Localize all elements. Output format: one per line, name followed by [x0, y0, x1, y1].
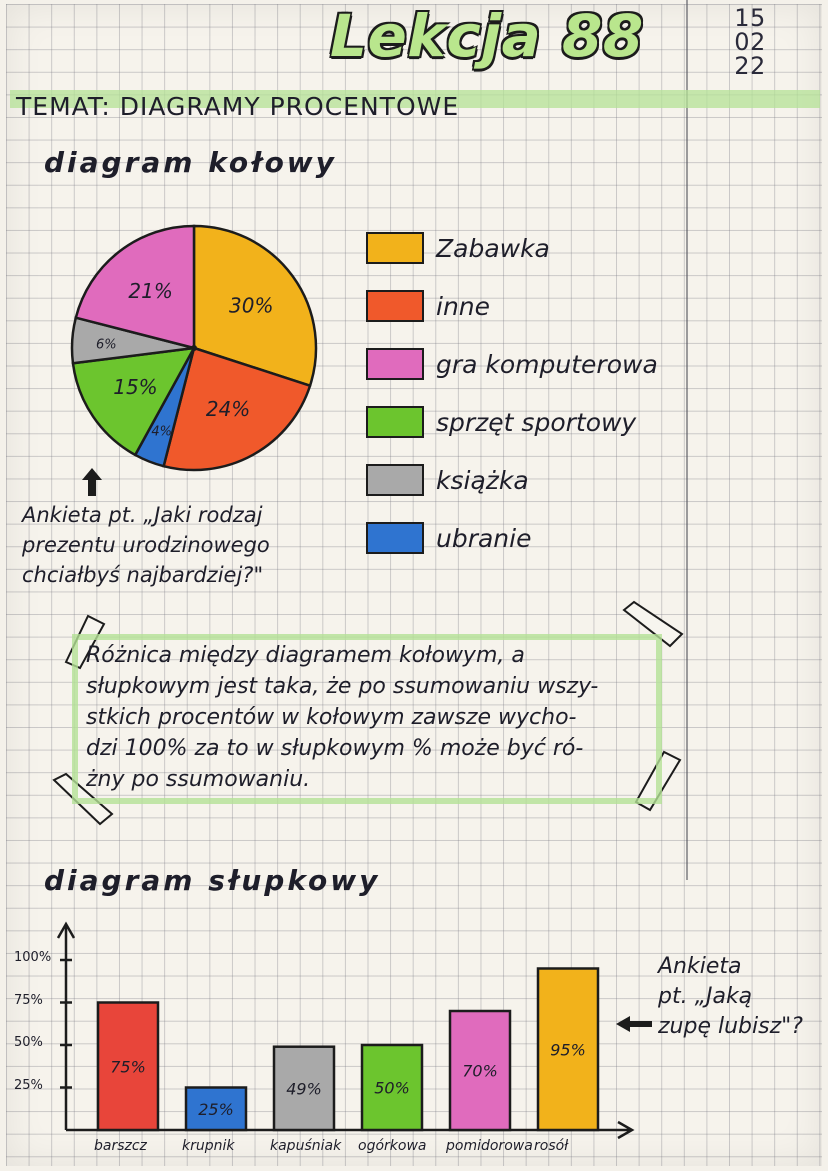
pie-slice-label: 21% — [128, 279, 172, 303]
legend-item: sprzęt sportowy — [366, 406, 636, 438]
pie-slice-label: 24% — [206, 397, 250, 421]
pie-chart: 30% 24% 4% 15% 6% 21% — [70, 224, 318, 472]
legend-swatch — [366, 406, 424, 438]
bar-ogórkowa — [360, 1043, 424, 1132]
pie-slice-label: 30% — [229, 293, 273, 317]
bar-category-label: pomidorowa — [446, 1138, 533, 1154]
legend-swatch — [366, 348, 424, 380]
pie-slice-label: 15% — [113, 375, 157, 399]
bar-survey-line: pt. „Jaką — [658, 984, 753, 1009]
pie-slice-inne — [162, 346, 312, 472]
legend-label: sprzęt sportowy — [436, 407, 637, 437]
legend-label: Zabawka — [436, 233, 550, 263]
bar-value-label: 95% — [550, 1040, 586, 1059]
legend-label: ubranie — [436, 523, 532, 553]
legend-swatch — [366, 522, 424, 554]
bar-survey-line: Ankieta — [658, 954, 742, 979]
lesson-date: 15 02 22 — [722, 6, 778, 78]
bar-kapuśniak — [272, 1045, 336, 1132]
bar-survey-caption: Ankieta pt. „Jaką zupę lubisz"? — [658, 952, 803, 1042]
note-line: słupkowym jest taka, że po ssumowaniu ws… — [86, 674, 599, 699]
pie-survey-line: chciałbyś najbardziej?" — [22, 563, 264, 587]
comparison-note: Różnica między diagramem kołowym, a słup… — [86, 640, 656, 795]
bar-category-label: rosół — [534, 1138, 569, 1154]
pie-section-heading: diagram kołowy — [44, 146, 337, 179]
bar-section-heading: diagram słupkowy — [44, 864, 381, 897]
pie-slice-Zabawka — [192, 224, 318, 388]
bar-pomidorowa — [448, 1009, 512, 1132]
bar-value-label: 50% — [374, 1079, 410, 1098]
legend-swatch — [366, 232, 424, 264]
bar-category-label: barszcz — [94, 1138, 147, 1154]
note-line: żny po ssumowaniu. — [86, 767, 311, 792]
legend-label: książka — [436, 465, 529, 495]
pie-slice-sprzęt-sportowy — [71, 346, 197, 457]
bar-category-label: krupnik — [182, 1138, 235, 1154]
note-line: dzi 100% za to w słupkowym % może być ró… — [86, 736, 584, 761]
y-tick-label: 100% — [14, 950, 52, 965]
bar-rosół — [536, 967, 600, 1132]
pie-survey-line: Ankieta pt. „Jaki rodzaj — [22, 503, 263, 527]
legend-item: książka — [366, 464, 529, 496]
legend-swatch — [366, 290, 424, 322]
arrow-left-icon — [616, 1016, 652, 1032]
margin-line — [686, 0, 688, 880]
pie-heading-text: diagram kołowy — [44, 146, 337, 179]
pie-center — [191, 345, 197, 351]
lesson-title: Lekcja 88 — [330, 2, 644, 70]
date-year: 22 — [734, 52, 766, 80]
date-day: 15 — [734, 4, 766, 32]
legend-item: gra komputerowa — [366, 348, 658, 380]
note-line: stkich procentów w kołowym zawsze wycho- — [86, 705, 577, 730]
legend-swatch — [366, 464, 424, 496]
y-tick-label: 50% — [14, 1035, 43, 1050]
arrow-up-icon — [82, 468, 102, 496]
legend-item: ubranie — [366, 522, 531, 554]
pie-slice-label: 4% — [151, 425, 172, 440]
bar-value-label: 49% — [286, 1079, 322, 1098]
note-frame — [72, 634, 662, 804]
bar-heading-text: diagram słupkowy — [44, 864, 381, 897]
y-tick-label: 75% — [14, 992, 43, 1008]
bar-value-label: 75% — [110, 1057, 146, 1076]
pie-survey-caption: Ankieta pt. „Jaki rodzaj prezentu urodzi… — [22, 500, 270, 590]
legend-label: gra komputerowa — [436, 349, 658, 379]
y-tick-label: 25% — [14, 1077, 43, 1093]
legend-item: inne — [366, 290, 490, 322]
pie-slice-gra-komputerowa — [74, 224, 196, 350]
bar-category-label: ogórkowa — [358, 1138, 427, 1154]
legend-label: inne — [436, 291, 491, 321]
topic-highlight — [10, 90, 820, 108]
legend-item: Zabawka — [366, 232, 550, 264]
bar-chart: 75% 25% 49% 50% 70% 95% — [56, 921, 635, 1140]
pie-slice-label: 6% — [96, 337, 117, 352]
bar-barszcz — [96, 1001, 160, 1132]
bar-axes — [56, 921, 635, 1140]
note-line: Różnica między diagramem kołowym, a — [86, 643, 525, 668]
bar-krupnik — [184, 1086, 248, 1132]
bar-category-label: kapuśniak — [270, 1138, 342, 1154]
date-month: 02 — [734, 28, 766, 56]
pie-survey-line: prezentu urodzinowego — [22, 533, 270, 557]
topic-line: TEMAT: DIAGRAMY PROCENTOWE — [16, 92, 460, 121]
bar-survey-line: zupę lubisz"? — [658, 1014, 803, 1039]
bar-value-label: 70% — [462, 1062, 498, 1081]
bar-value-label: 25% — [198, 1100, 234, 1119]
